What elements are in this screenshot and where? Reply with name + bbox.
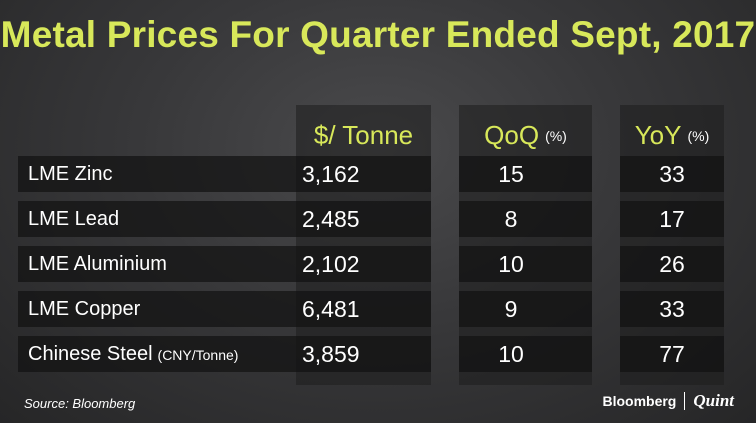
yoy-value: 33 — [659, 161, 685, 187]
row-label: LME Aluminium — [28, 246, 167, 282]
price-value: 2,485 — [302, 206, 360, 232]
row-bar-label-bar — [18, 201, 296, 237]
row-label-text: LME Aluminium — [28, 253, 167, 275]
row-bar-b2 — [459, 156, 592, 192]
row-bar-b1 — [296, 246, 431, 282]
row-bar-b1 — [296, 291, 431, 327]
header-qoq-label: QoQ — [484, 120, 540, 150]
price-value: 6,481 — [302, 296, 360, 322]
row-label-note: (CNY/Tonne) — [157, 347, 239, 363]
brand-divider — [684, 392, 686, 410]
header-price: $/ Tonne — [296, 112, 431, 158]
row-label: Chinese Steel (CNY/Tonne) — [28, 336, 238, 372]
table-row: Chinese Steel (CNY/Tonne) 3,859 10 77 — [18, 336, 724, 372]
row-bar-b3 — [620, 291, 724, 327]
yoy-value: 33 — [659, 296, 685, 322]
row-bar-b3 — [620, 246, 724, 282]
price-value: 2,102 — [302, 251, 360, 277]
yoy-value: 26 — [659, 251, 685, 277]
table-row: LME Copper 6,481 9 33 — [18, 291, 724, 327]
row-bar-b3 — [620, 336, 724, 372]
row-bar-b1 — [296, 336, 431, 372]
row-label: LME Copper — [28, 291, 140, 327]
row-bar-b3 — [620, 201, 724, 237]
row-bar-b1 — [296, 201, 431, 237]
row-label-text: Chinese Steel — [28, 343, 153, 365]
row-label: LME Lead — [28, 201, 119, 237]
brand-logo: Bloomberg Quint — [602, 390, 734, 412]
header-qoq: QoQ (%) — [459, 112, 592, 158]
yoy-value: 77 — [659, 341, 685, 367]
row-bar-b2 — [459, 201, 592, 237]
row-bar-b2 — [459, 336, 592, 372]
table-row: LME Zinc 3,162 15 33 — [18, 156, 724, 192]
header-qoq-unit: (%) — [545, 128, 567, 144]
table-row: LME Aluminium 2,102 10 26 — [18, 246, 724, 282]
header-price-label: $/ Tonne — [313, 120, 414, 150]
row-bar-label-bar — [18, 336, 296, 372]
qoq-value: 10 — [498, 251, 524, 277]
row-bar-b2 — [459, 291, 592, 327]
row-label-text: LME Lead — [28, 208, 120, 230]
row-bar-label-bar — [18, 156, 296, 192]
row-label-text: LME Copper — [28, 298, 141, 320]
row-label-text: LME Zinc — [28, 163, 113, 185]
brand-bloomberg: Bloomberg — [602, 393, 677, 409]
row-bar-b3 — [620, 156, 724, 192]
row-bar-label-bar — [18, 246, 296, 282]
header-yoy-unit: (%) — [687, 128, 710, 144]
row-bar-b1 — [296, 156, 431, 192]
price-value: 3,162 — [302, 161, 360, 187]
table-row: LME Lead 2,485 8 17 — [18, 201, 724, 237]
row-bar-b2 — [459, 246, 592, 282]
qoq-value: 15 — [498, 161, 524, 187]
header-yoy-label: YoY — [634, 120, 682, 150]
chart-title: Metal Prices For Quarter Ended Sept, 201… — [0, 14, 756, 55]
row-label: LME Zinc — [28, 156, 112, 192]
price-value: 3,859 — [302, 341, 360, 367]
qoq-value: 9 — [504, 296, 518, 322]
row-bar-label-bar — [18, 291, 296, 327]
yoy-value: 17 — [659, 206, 685, 232]
qoq-value: 8 — [504, 206, 518, 232]
source-note: Source: Bloomberg — [24, 396, 136, 411]
header-yoy: YoY (%) — [620, 112, 724, 158]
brand-quint: Quint — [693, 391, 734, 410]
qoq-value: 10 — [498, 341, 524, 367]
